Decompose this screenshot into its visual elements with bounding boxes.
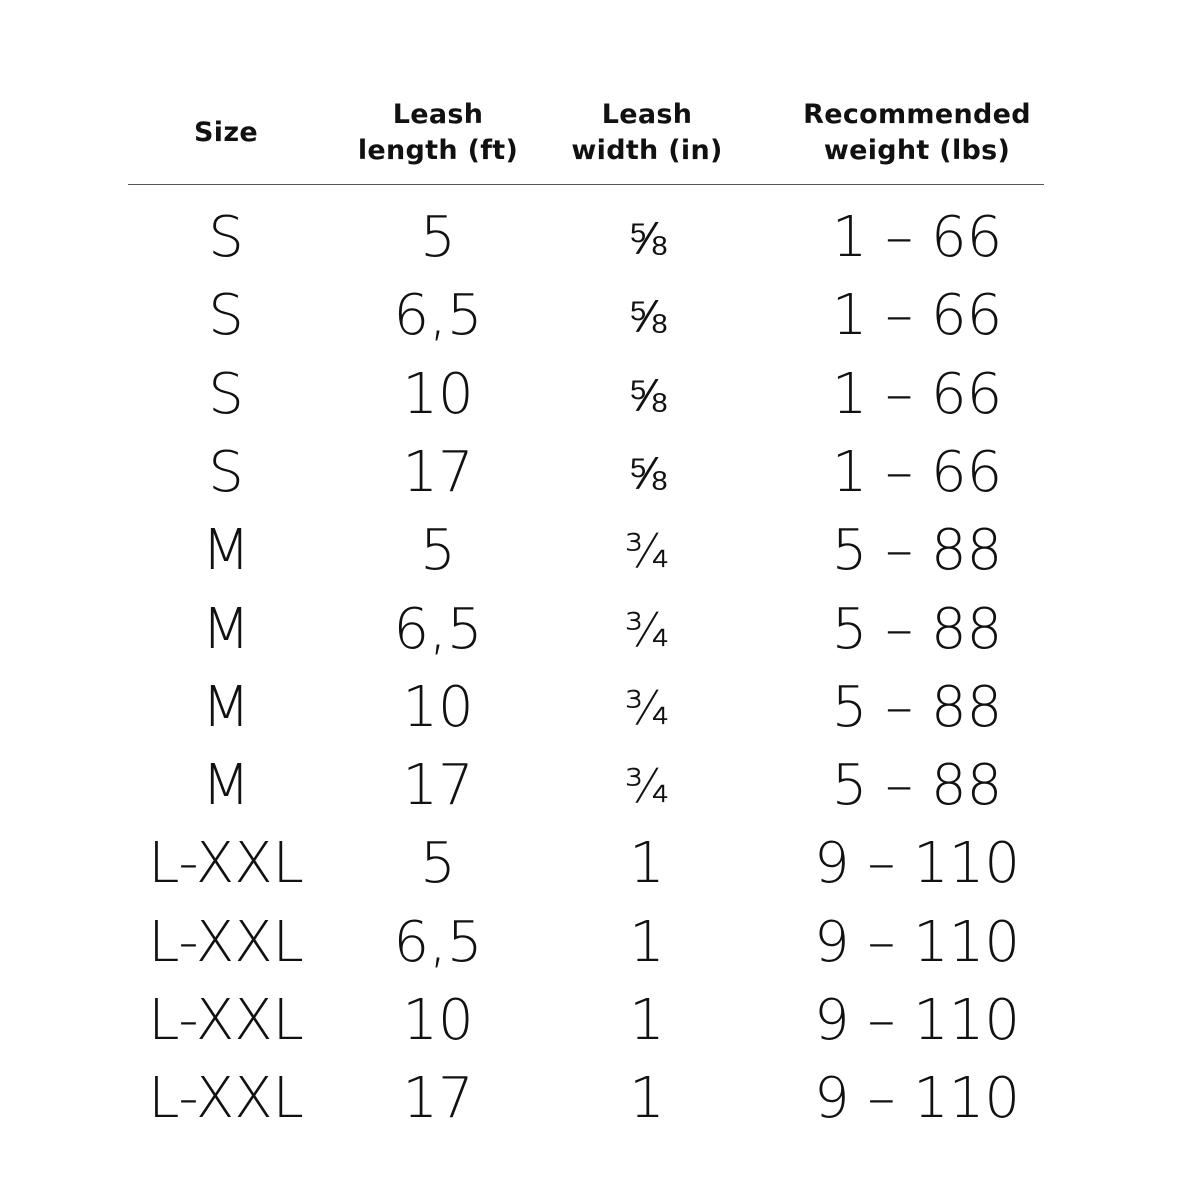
- header-divider: [128, 184, 1044, 185]
- cell-recommended-weight: 1 – 66: [831, 205, 1003, 270]
- cell-leash-width: 1: [629, 909, 665, 975]
- cell-leash-width: 1: [629, 1066, 665, 1132]
- cell-leash-width: 1: [629, 988, 665, 1053]
- cell-recommended-weight: 1 – 66: [831, 439, 1003, 505]
- cell-leash-length: 6,5: [393, 596, 483, 662]
- cell-leash-width: ¾: [624, 524, 670, 579]
- cell-size: L-XXL: [148, 1066, 304, 1132]
- cell-size: S: [208, 283, 244, 349]
- cell-leash-length: 6,5: [393, 909, 483, 975]
- cell-recommended-weight: 5 – 88: [831, 674, 1003, 740]
- table-row: M 5 ¾ 5 – 88: [0, 512, 1200, 590]
- cell-leash-length: 17: [402, 753, 474, 819]
- table-row: L-XXL 6,5 1 9 – 110: [0, 904, 1200, 982]
- table-row: L-XXL 10 1 9 – 110: [0, 982, 1200, 1060]
- cell-leash-width: ⅝: [627, 445, 667, 500]
- cell-recommended-weight: 9 – 110: [813, 1066, 1021, 1132]
- table-row: S 6,5 ⅝ 1 – 66: [0, 277, 1200, 355]
- cell-leash-width: 1: [629, 831, 665, 897]
- cell-leash-length: 10: [402, 988, 474, 1053]
- table-row: S 10 ⅝ 1 – 66: [0, 356, 1200, 434]
- cell-leash-length: 17: [402, 1066, 474, 1132]
- cell-recommended-weight: 9 – 110: [813, 909, 1021, 975]
- table-row: S 17 ⅝ 1 – 66: [0, 434, 1200, 512]
- table-row: M 6,5 ¾ 5 – 88: [0, 591, 1200, 669]
- header-leash-width: Leash width (in): [571, 99, 723, 166]
- cell-leash-length: 17: [402, 439, 474, 505]
- cell-leash-width: ⅝: [627, 367, 667, 422]
- cell-recommended-weight: 5 – 88: [831, 753, 1003, 819]
- cell-leash-length: 5: [420, 518, 456, 584]
- table-row: L-XXL 5 1 9 – 110: [0, 825, 1200, 903]
- table-row: M 17 ¾ 5 – 88: [0, 747, 1200, 825]
- cell-size: M: [201, 518, 251, 584]
- table-row: S 5 ⅝ 1 – 66: [0, 199, 1200, 277]
- cell-recommended-weight: 5 – 88: [831, 596, 1003, 662]
- cell-size: S: [208, 439, 244, 505]
- cell-recommended-weight: 5 – 88: [831, 518, 1003, 584]
- cell-leash-length: 10: [402, 361, 474, 427]
- header-leash-length: Leash length (ft): [357, 99, 519, 166]
- header-recommended-weight: Recommended weight (lbs): [803, 99, 1031, 166]
- cell-size: S: [208, 205, 244, 270]
- cell-size: L-XXL: [148, 909, 304, 975]
- table-row: M 10 ¾ 5 – 88: [0, 669, 1200, 747]
- cell-leash-length: 5: [420, 205, 456, 270]
- cell-size: S: [208, 361, 244, 427]
- cell-leash-length: 5: [420, 831, 456, 897]
- cell-leash-width: ⅝: [627, 289, 667, 344]
- cell-recommended-weight: 1 – 66: [831, 361, 1003, 427]
- table-row: L-XXL 17 1 9 – 110: [0, 1060, 1200, 1138]
- cell-size: L-XXL: [148, 831, 304, 897]
- cell-size: M: [201, 596, 251, 662]
- cell-leash-width: ¾: [624, 602, 670, 657]
- cell-recommended-weight: 1 – 66: [831, 283, 1003, 349]
- header-size: Size: [194, 117, 258, 148]
- cell-size: M: [201, 674, 251, 740]
- cell-leash-length: 10: [402, 674, 474, 740]
- cell-leash-length: 6,5: [393, 283, 483, 349]
- cell-size: M: [201, 753, 251, 819]
- cell-recommended-weight: 9 – 110: [813, 831, 1021, 897]
- cell-size: L-XXL: [148, 988, 304, 1053]
- cell-leash-width: ¾: [624, 759, 670, 814]
- cell-leash-width: ¾: [624, 680, 670, 735]
- cell-leash-width: ⅝: [627, 211, 667, 265]
- cell-recommended-weight: 9 – 110: [813, 988, 1021, 1053]
